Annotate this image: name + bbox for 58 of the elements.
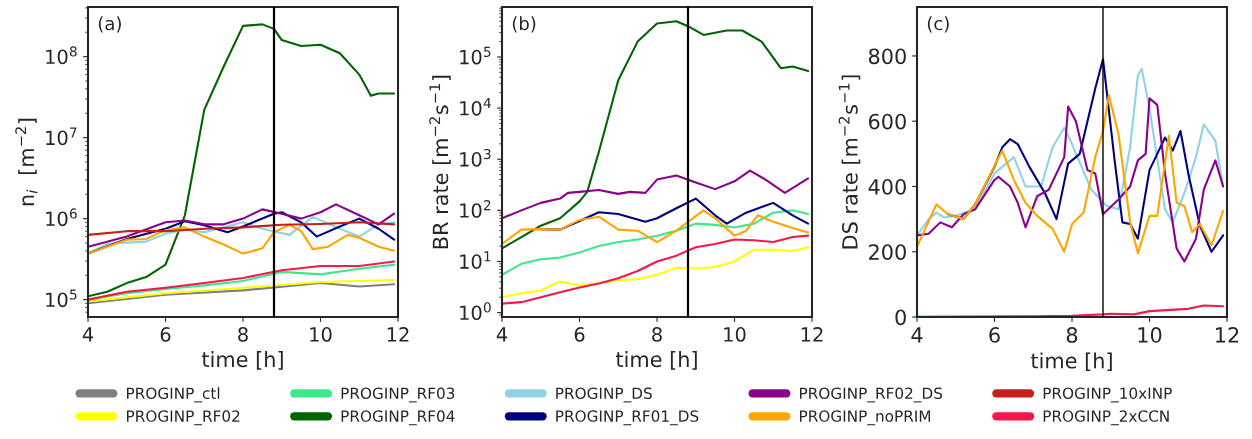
y-axis-title: BR rate [m$^{−2}$s$^{−1}$] bbox=[429, 75, 451, 249]
y-tick-label: 400 bbox=[868, 178, 906, 195]
legend-label: PROGINP_RF02 bbox=[127, 410, 240, 426]
line-series bbox=[502, 169, 810, 220]
y-tick-label: 10$^{5}$ bbox=[46, 289, 77, 308]
y-tick-label: 600 bbox=[868, 113, 906, 130]
y-tick-label: 10$^{5}$ bbox=[460, 46, 491, 65]
x-tick-label: 6 bbox=[989, 327, 1000, 343]
y-tick-label: 10$^{2}$ bbox=[460, 200, 491, 218]
y-tick-label: 10$^{1}$ bbox=[460, 251, 491, 269]
x-tick-label: 4 bbox=[82, 327, 94, 342]
line-series bbox=[502, 209, 810, 246]
legend-label: PROGINP_RF03 bbox=[341, 387, 455, 403]
y-tick-label: 10$^{7}$ bbox=[46, 127, 77, 146]
y-tick-label: 10$^{3}$ bbox=[460, 148, 491, 167]
legend-label: PROGINP_2xCCN bbox=[1043, 410, 1169, 426]
legend-label: PROGINP_RF02_DS bbox=[799, 387, 943, 403]
x-tick-label: 4 bbox=[911, 327, 923, 343]
legend-label: PROGINP_ctl bbox=[127, 387, 220, 403]
x-tick-label: 4 bbox=[496, 327, 508, 342]
line-series bbox=[502, 246, 810, 299]
x-tick-label: 8 bbox=[238, 327, 248, 342]
y-axis-title: DS rate [m$^{−2}$s$^{−1}$] bbox=[838, 75, 861, 249]
y-tick-label: 10$^{4}$ bbox=[460, 97, 491, 116]
line-series bbox=[88, 203, 396, 248]
y-axis-title: n$_{i}$ [m$^{−2}$] bbox=[15, 118, 38, 206]
y-tick-label: 0 bbox=[895, 309, 906, 326]
legend-label: PROGINP_noPRIM bbox=[799, 410, 931, 426]
line-series bbox=[502, 209, 810, 276]
x-tick-label: 12 bbox=[387, 327, 409, 342]
annotation: (c) bbox=[927, 16, 949, 33]
legend-label: PROGINP_RF04 bbox=[341, 410, 455, 426]
annotation: (b) bbox=[512, 16, 536, 33]
line-series bbox=[88, 223, 396, 255]
line-series bbox=[502, 234, 810, 305]
line-series bbox=[88, 221, 396, 236]
y-tick-label: 10$^{8}$ bbox=[46, 46, 77, 65]
x-tick-label: 10 bbox=[724, 327, 746, 342]
x-tick-label: 8 bbox=[652, 327, 662, 342]
x-tick-label: 10 bbox=[310, 327, 332, 342]
y-tick-label: 10$^{0}$ bbox=[460, 302, 491, 321]
legend-label: PROGINP_RF01_DS bbox=[556, 410, 699, 426]
y-tick-label: 200 bbox=[869, 244, 906, 260]
x-axis-title: time [h] bbox=[201, 351, 283, 370]
x-tick-label: 6 bbox=[574, 327, 585, 342]
y-tick-label: 800 bbox=[868, 48, 906, 65]
x-tick-label: 12 bbox=[1216, 327, 1239, 343]
x-tick-label: 10 bbox=[1138, 327, 1162, 343]
y-tick-label: 10$^{6}$ bbox=[46, 208, 77, 227]
legend-label: PROGINP_DS bbox=[556, 387, 652, 403]
x-tick-label: 8 bbox=[1066, 327, 1078, 343]
legend-label: PROGINP_10xINP bbox=[1043, 387, 1172, 403]
x-tick-label: 12 bbox=[801, 327, 823, 342]
line-series bbox=[917, 67, 1225, 237]
annotation: (a) bbox=[98, 16, 121, 33]
x-axis-title: time [h] bbox=[1030, 352, 1112, 372]
x-tick-label: 6 bbox=[160, 327, 171, 342]
x-axis-title: time [h] bbox=[615, 351, 697, 370]
